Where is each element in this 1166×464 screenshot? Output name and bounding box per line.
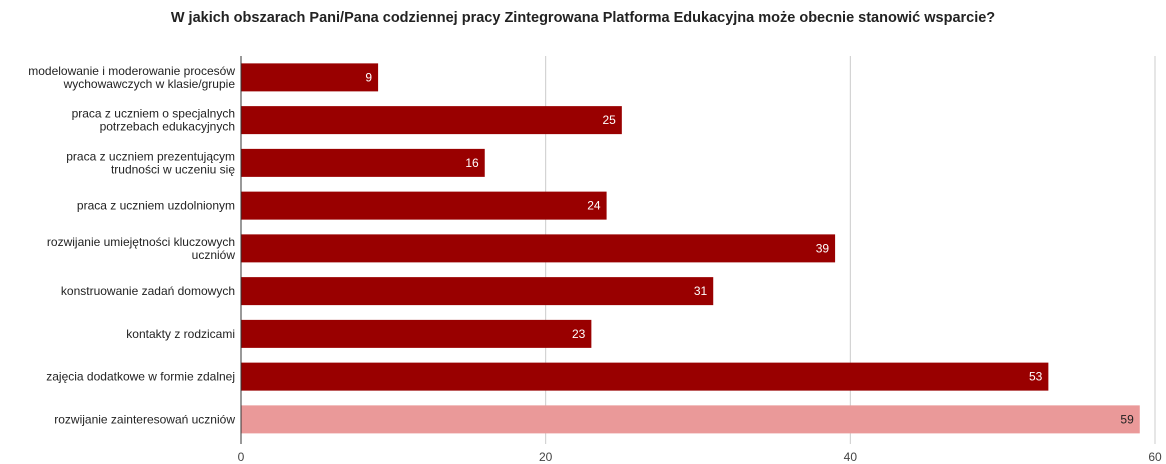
category-label-4: rozwijanie umiejętności kluczowych ucznió…: [47, 235, 235, 262]
category-label-5: konstruowanie zadań domowych: [61, 284, 235, 298]
value-label-2: 16: [465, 156, 479, 170]
bar-5: [241, 277, 714, 306]
bar-1: [241, 106, 622, 135]
value-label-1: 25: [602, 113, 616, 127]
value-label-0: 9: [365, 70, 372, 84]
category-label-8: rozwijanie zainteresowań uczniów: [54, 412, 235, 426]
value-label-7: 53: [1029, 370, 1043, 384]
value-label-5: 31: [694, 284, 708, 298]
category-label-6: kontakty z rodzicami: [126, 327, 235, 341]
bar-7: [241, 362, 1049, 391]
category-label-7: zajęcia dodatkowe w formie zdalnej: [46, 370, 235, 384]
chart-title: W jakich obszarach Pani/Pana codziennej …: [170, 10, 996, 26]
value-label-4: 39: [816, 241, 830, 255]
bar-4: [241, 234, 836, 263]
value-label-6: 23: [572, 327, 586, 341]
bar-0: [241, 63, 379, 92]
category-label-0: modelowanie i moderowanie procesów wychow…: [28, 64, 235, 91]
bar-6: [241, 319, 592, 348]
bar-8: [241, 405, 1140, 434]
category-label-2: praca z uczniem prezentującym trudności w…: [66, 149, 235, 176]
x-tick-label-3: 60: [1148, 450, 1162, 464]
value-label-8: 59: [1120, 412, 1134, 426]
category-label-3: praca z uczniem uzdolnionym: [77, 199, 235, 213]
category-label-1: praca z uczniem o specjalnych potrzebach …: [72, 107, 235, 134]
x-tick-label-0: 0: [238, 450, 245, 464]
bar-2: [241, 148, 485, 177]
value-label-3: 24: [587, 199, 601, 213]
x-tick-label-2: 40: [844, 450, 858, 464]
bar-3: [241, 191, 607, 220]
x-tick-label-1: 20: [539, 450, 553, 464]
